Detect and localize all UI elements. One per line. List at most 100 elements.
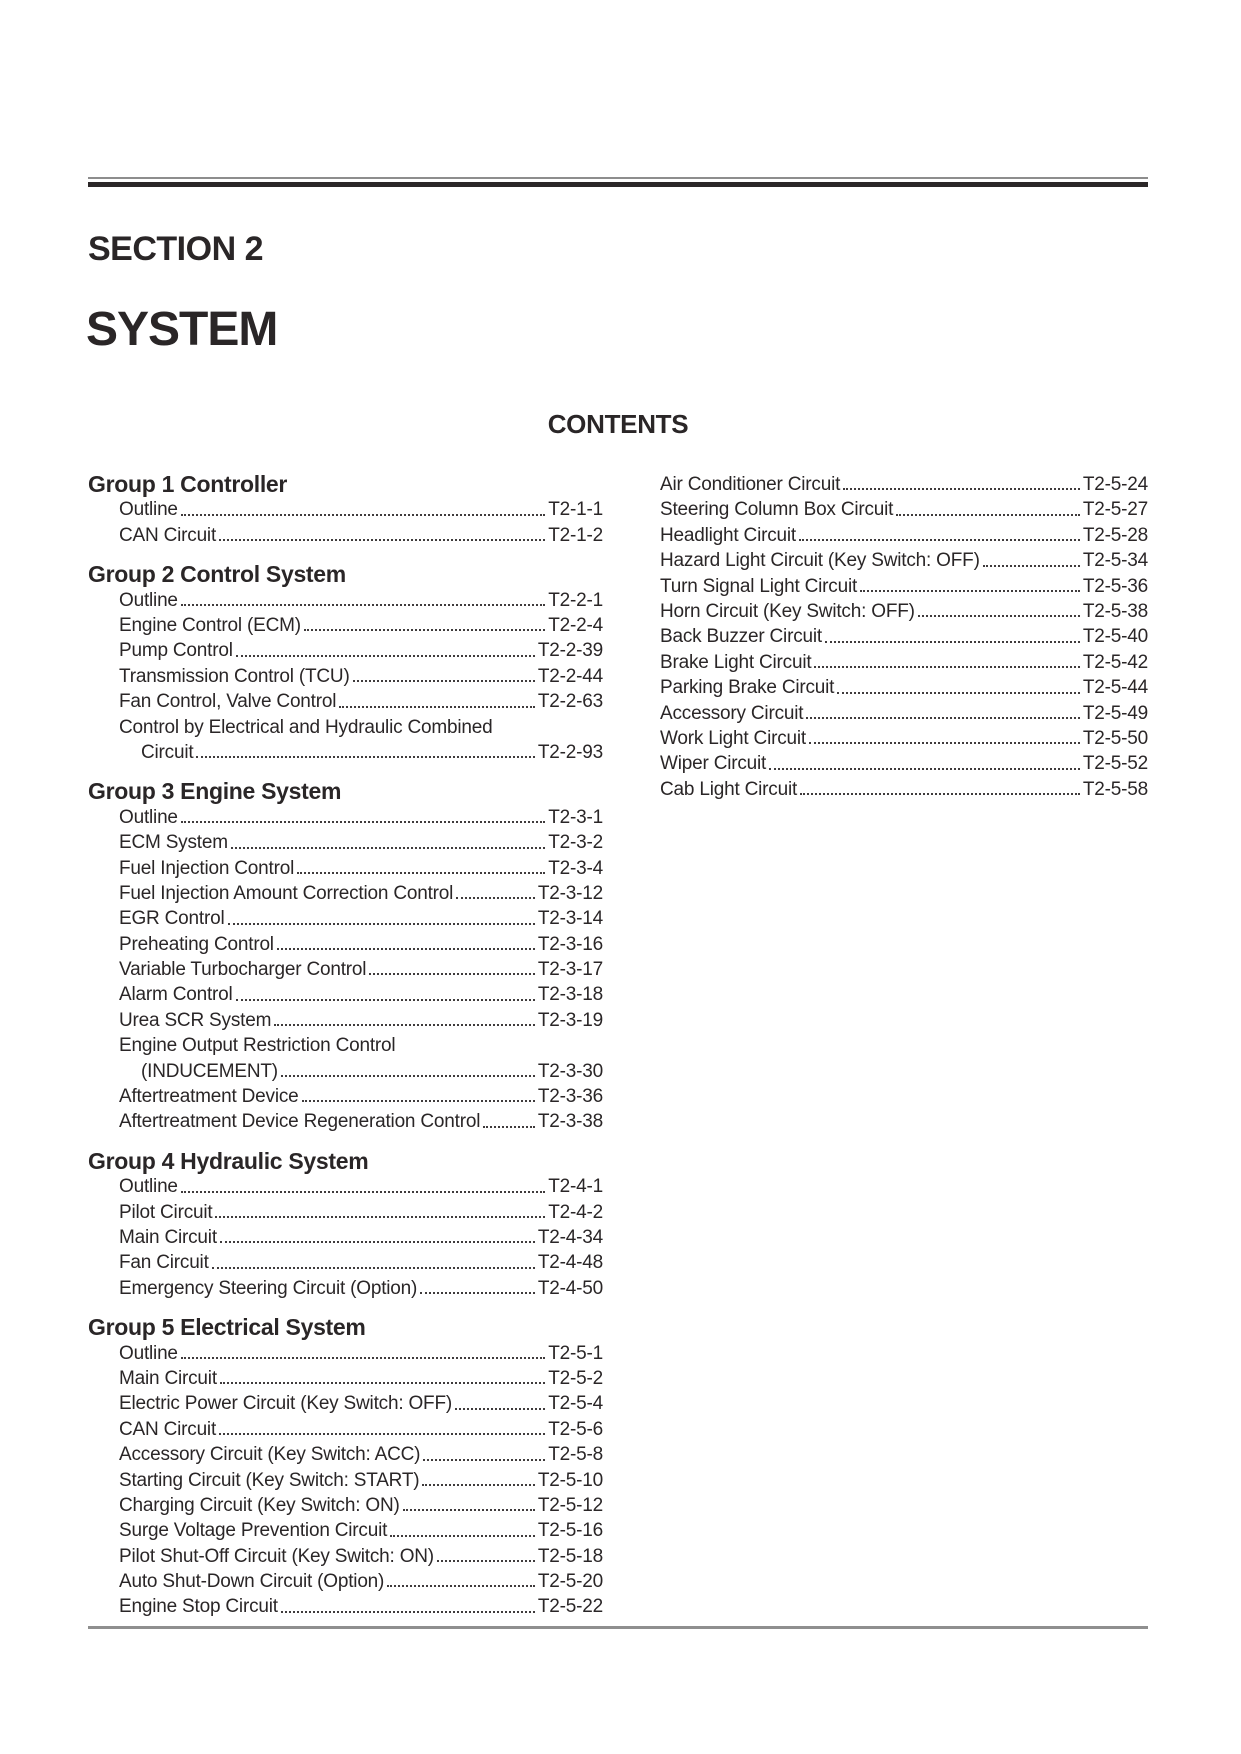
dot-leader	[180, 1190, 546, 1193]
toc-entry[interactable]: (INDUCEMENT) T2-3-30	[88, 1059, 603, 1084]
toc-entry[interactable]: Preheating Control T2-3-16	[88, 932, 603, 957]
dot-leader	[180, 513, 546, 516]
toc-entry[interactable]: Electric Power Circuit (Key Switch: OFF)…	[88, 1391, 603, 1416]
dot-leader	[824, 640, 1080, 643]
toc-entry[interactable]: Wiper Circuit T2-5-52	[629, 751, 1148, 776]
toc-entry[interactable]: Engine Control (ECM) T2-2-4	[88, 613, 603, 638]
toc-entry[interactable]: Parking Brake Circuit T2-5-44	[629, 675, 1148, 700]
toc-entry[interactable]: Cab Light Circuit T2-5-58	[629, 777, 1148, 802]
toc-entry-label: Transmission Control (TCU)	[119, 665, 350, 687]
toc-entry[interactable]: Turn Signal Light Circuit T2-5-36	[629, 574, 1148, 599]
toc-entry[interactable]: Accessory Circuit (Key Switch: ACC) T2-5-…	[88, 1442, 603, 1467]
toc-entry-page: T2-3-16	[537, 933, 603, 955]
toc-entry[interactable]: Aftertreatment Device T2-3-36	[88, 1084, 603, 1109]
toc-entry-page: T2-3-2	[548, 832, 603, 854]
toc-entry-label: Back Buzzer Circuit	[660, 626, 822, 648]
toc-entry[interactable]: Pump Control T2-2-39	[88, 638, 603, 663]
dot-leader	[227, 922, 535, 925]
toc-entry-page: T2-3-38	[537, 1111, 603, 1133]
dot-leader	[219, 1433, 546, 1436]
dot-leader	[982, 564, 1080, 567]
toc-entry-page: T2-2-44	[537, 665, 603, 687]
toc-entry-label: Pilot Circuit	[119, 1201, 213, 1223]
toc-entry-label: Electric Power Circuit (Key Switch: OFF)	[119, 1393, 452, 1415]
toc-entry[interactable]: Outline T2-3-1	[88, 805, 603, 830]
toc-entry[interactable]: Pilot Circuit T2-4-2	[88, 1200, 603, 1225]
toc-entry[interactable]: Headlight Circuit T2-5-28	[629, 523, 1148, 548]
toc-entry[interactable]: Emergency Steering Circuit (Option) T2-4-…	[88, 1276, 603, 1301]
toc-entry[interactable]: Hazard Light Circuit (Key Switch: OFF) T2…	[629, 548, 1148, 573]
toc-entry[interactable]: Back Buzzer Circuit T2-5-40	[629, 624, 1148, 649]
toc-entry-page: T2-5-18	[537, 1545, 603, 1567]
toc-entry[interactable]: Circuit T2-2-93	[88, 740, 603, 765]
toc-entry[interactable]: Engine Output Restriction Control	[88, 1033, 603, 1058]
toc-entry[interactable]: Outline T2-4-1	[88, 1174, 603, 1199]
toc-entry[interactable]: Outline T2-1-1	[88, 497, 603, 522]
dot-leader	[387, 1585, 535, 1588]
toc-entry[interactable]: Fuel Injection Control T2-3-4	[88, 856, 603, 881]
toc-entry[interactable]: Alarm Control T2-3-18	[88, 982, 603, 1007]
toc-entry[interactable]: Engine Stop Circuit T2-5-22	[88, 1594, 603, 1619]
toc-entry-page: T2-3-36	[537, 1086, 603, 1108]
toc-entry[interactable]: EGR Control T2-3-14	[88, 906, 603, 931]
toc-entry-label: CAN Circuit	[119, 524, 217, 546]
toc-entry[interactable]: CAN Circuit T2-1-2	[88, 523, 603, 548]
toc-entry-label: Outline	[119, 1176, 178, 1198]
dot-leader	[800, 793, 1080, 796]
toc-entry[interactable]: Fuel Injection Amount Correction Control…	[88, 881, 603, 906]
toc-entry-page: T2-2-93	[537, 741, 603, 763]
dot-leader	[455, 1407, 546, 1410]
toc-entry-page: T2-5-4	[548, 1393, 603, 1415]
toc-entry-page: T2-5-16	[537, 1520, 603, 1542]
toc-entry[interactable]: Urea SCR System T2-3-19	[88, 1008, 603, 1033]
toc-entry-label: Urea SCR System	[119, 1009, 272, 1031]
toc-entry[interactable]: Starting Circuit (Key Switch: START) T2-5…	[88, 1468, 603, 1493]
toc-entry-label: Outline	[119, 499, 178, 521]
toc-entry-page: T2-3-18	[537, 984, 603, 1006]
toc-entry-label: Fuel Injection Amount Correction Control	[119, 882, 454, 904]
toc-entry[interactable]: Main Circuit T2-5-2	[88, 1366, 603, 1391]
toc-entry[interactable]: Control by Electrical and Hydraulic Comb…	[88, 715, 603, 740]
toc-entry[interactable]: Horn Circuit (Key Switch: OFF) T2-5-38	[629, 599, 1148, 624]
toc-entry-page: T2-2-39	[537, 640, 603, 662]
toc-entry[interactable]: Charging Circuit (Key Switch: ON) T2-5-12	[88, 1493, 603, 1518]
toc-entry[interactable]: Outline T2-5-1	[88, 1341, 603, 1366]
toc-entry-page: T2-5-20	[537, 1571, 603, 1593]
toc-entry[interactable]: ECM System T2-3-2	[88, 830, 603, 855]
toc-entry[interactable]: Aftertreatment Device Regeneration Contr…	[88, 1109, 603, 1134]
toc-entry-label: Alarm Control	[119, 984, 233, 1006]
toc-group-heading: Group 4 Hydraulic System	[88, 1147, 369, 1174]
toc-entry-page: T2-5-10	[537, 1469, 603, 1491]
toc-entry[interactable]: Accessory Circuit T2-5-49	[629, 701, 1148, 726]
toc-entry-page: T2-5-36	[1082, 575, 1148, 597]
dot-leader	[180, 1356, 546, 1359]
toc-entry[interactable]: Fan Circuit T2-4-48	[88, 1250, 603, 1275]
toc-entry[interactable]: Outline T2-2-1	[88, 588, 603, 613]
toc-entry[interactable]: Auto Shut-Down Circuit (Option) T2-5-20	[88, 1569, 603, 1594]
dot-leader	[180, 821, 546, 824]
toc-entry[interactable]: Steering Column Box Circuit T2-5-27	[629, 497, 1148, 522]
toc-entry[interactable]: Air Conditioner Circuit T2-5-24	[629, 472, 1148, 497]
toc-entry-page: T2-3-4	[548, 857, 603, 879]
toc-entry-label: Brake Light Circuit	[660, 651, 812, 673]
toc-entry-label: Engine Output Restriction Control	[119, 1035, 396, 1057]
toc-entry-page: T2-3-30	[537, 1060, 603, 1082]
toc-entry[interactable]: CAN Circuit T2-5-6	[88, 1417, 603, 1442]
toc-entry-page: T2-5-12	[537, 1494, 603, 1516]
toc-entry[interactable]: Transmission Control (TCU) T2-2-44	[88, 664, 603, 689]
toc-entry[interactable]: Main Circuit T2-4-34	[88, 1225, 603, 1250]
toc-entry-page: T2-5-40	[1082, 626, 1148, 648]
toc-entry[interactable]: Brake Light Circuit T2-5-42	[629, 650, 1148, 675]
dot-leader	[219, 539, 546, 542]
toc-entry-page: T2-2-1	[548, 589, 603, 611]
toc-group: Group 5 Electrical System Outline T2-5-1 Ma…	[88, 1314, 603, 1620]
toc-entry-label: Aftertreatment Device Regeneration Contr…	[119, 1111, 481, 1133]
toc-entry-label: Accessory Circuit	[660, 702, 804, 724]
toc-entry[interactable]: Fan Control, Valve Control T2-2-63	[88, 689, 603, 714]
toc-entry[interactable]: Surge Voltage Prevention Circuit T2-5-16	[88, 1518, 603, 1543]
toc-entry-page: T2-5-38	[1082, 600, 1148, 622]
toc-entry[interactable]: Pilot Shut-Off Circuit (Key Switch: ON) T…	[88, 1544, 603, 1569]
toc-entry-label: Outline	[119, 806, 178, 828]
toc-entry[interactable]: Work Light Circuit T2-5-50	[629, 726, 1148, 751]
toc-entry[interactable]: Variable Turbocharger Control T2-3-17	[88, 957, 603, 982]
